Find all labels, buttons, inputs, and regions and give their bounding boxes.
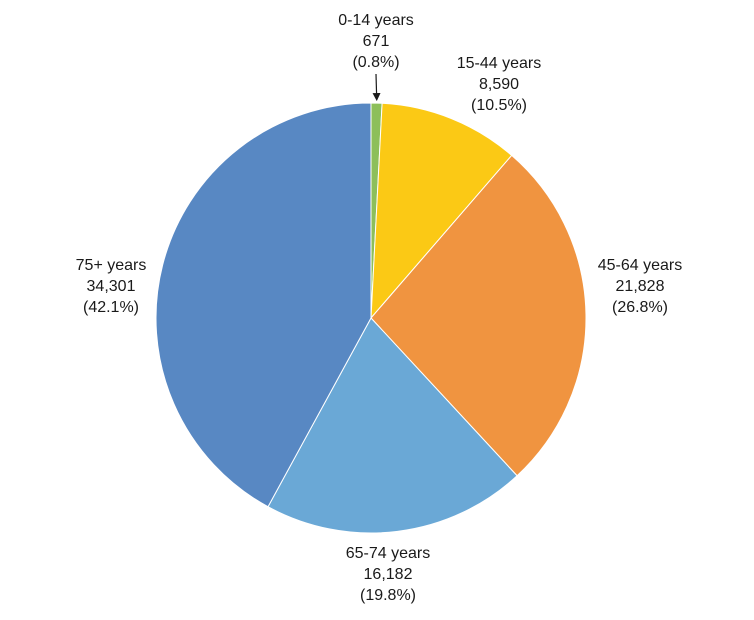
data-label-value: 8,590 (479, 76, 519, 93)
labels-layer: 0-14 years 671 (0.8%) 15-44 years 8,590 (10.5… (76, 12, 683, 604)
data-label-percent: (19.8%) (360, 587, 416, 604)
data-label-value: 671 (363, 33, 390, 50)
data-label-value: 16,182 (364, 566, 413, 583)
data-label-label: 15-44 years (457, 55, 542, 72)
data-label-group: 0-14 years 671 (0.8%) (338, 12, 414, 71)
data-label-percent: (10.5%) (471, 97, 527, 114)
data-label-label: 75+ years (76, 257, 147, 274)
pie-slice-75-years (155, 102, 372, 508)
leader-arrow (372, 73, 381, 102)
data-label-group: 75+ years 34,301 (42.1%) (76, 257, 147, 316)
data-label-percent: (0.8%) (352, 54, 399, 71)
data-label-label: 0-14 years (338, 12, 414, 29)
data-label-value: 21,828 (616, 278, 665, 295)
data-label-value: 34,301 (87, 278, 136, 295)
data-label-label: 45-64 years (598, 257, 683, 274)
pie-slice-15-44-years (370, 102, 513, 320)
data-label-percent: (26.8%) (612, 299, 668, 316)
slices-layer (155, 102, 587, 534)
data-label-percent: (42.1%) (83, 299, 139, 316)
data-label-group: 65-74 years 16,182 (19.8%) (346, 545, 431, 604)
data-label-group: 45-64 years 21,828 (26.8%) (598, 257, 683, 316)
data-label-group: 15-44 years 8,590 (10.5%) (457, 55, 542, 114)
pie-slice-65-74-years (267, 317, 518, 534)
data-label-label: 65-74 years (346, 545, 431, 562)
pie-slice-45-64-years (370, 154, 587, 477)
